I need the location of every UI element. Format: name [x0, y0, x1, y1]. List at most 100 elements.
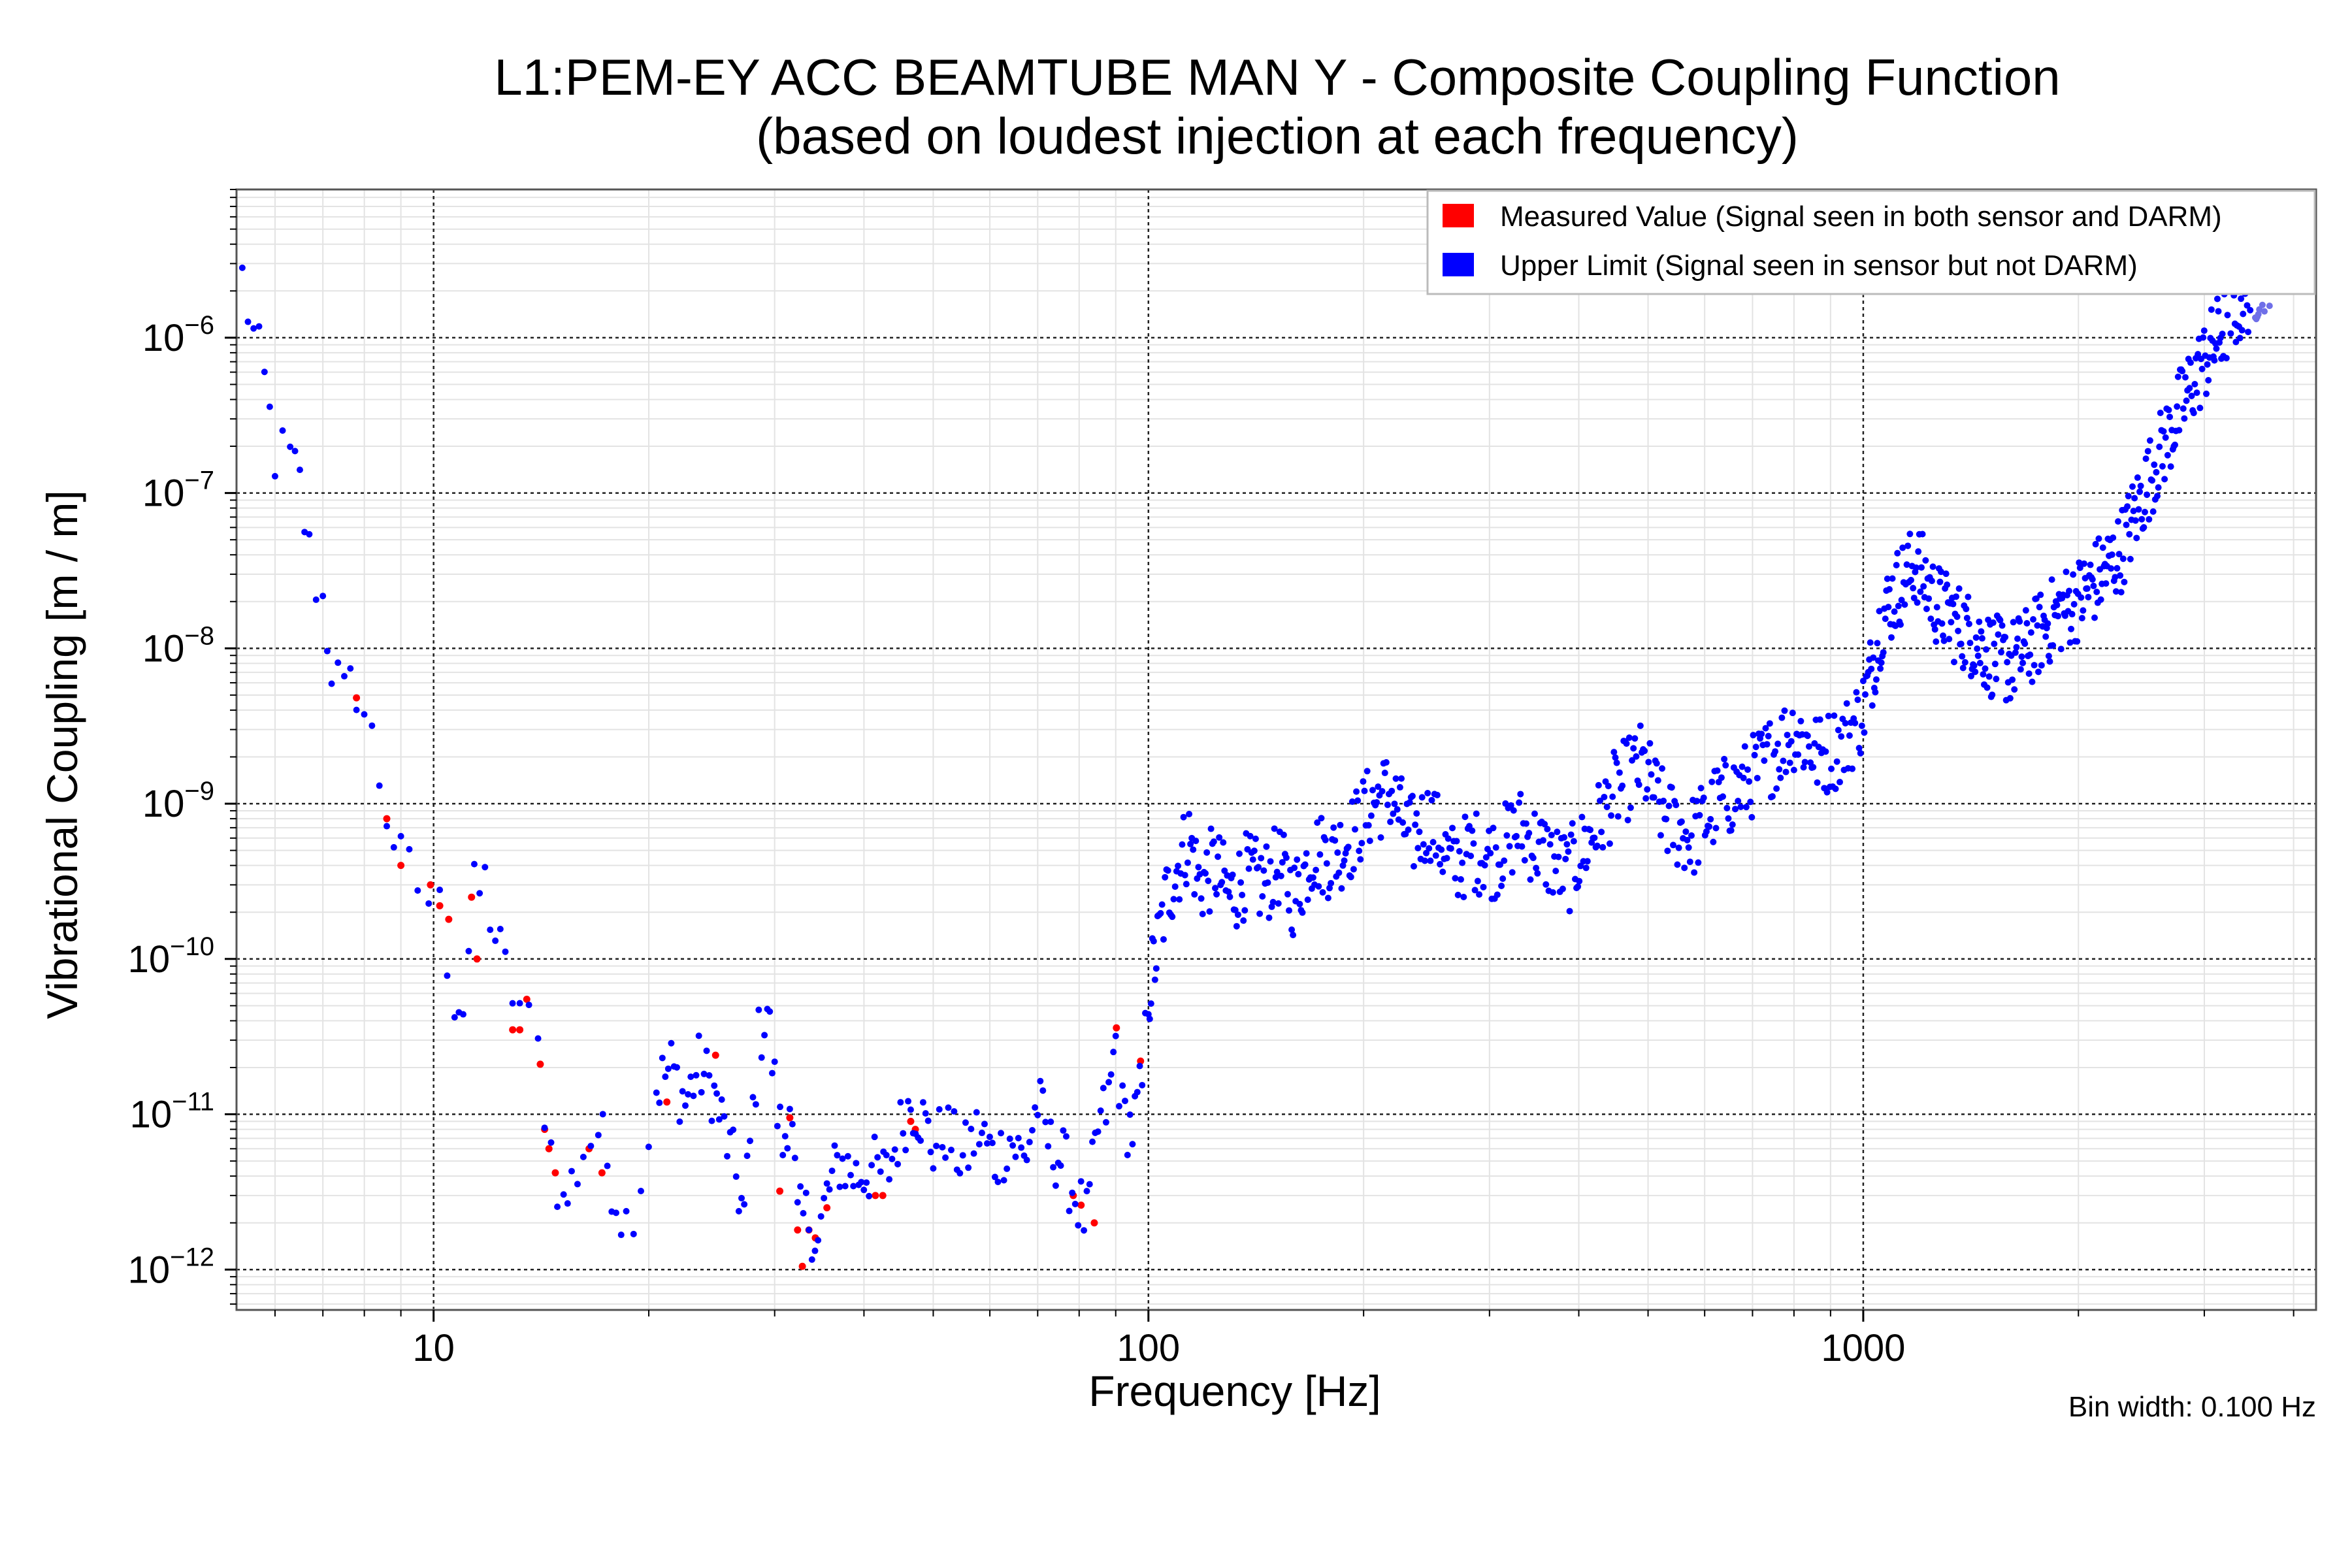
- upper-limit-point: [436, 887, 444, 894]
- upper-limit-point: [1739, 763, 1746, 770]
- upper-limit-point: [2142, 455, 2149, 463]
- upper-limit-point: [1235, 850, 1243, 857]
- upper-limit-point: [2083, 585, 2091, 592]
- upper-limit-point: [376, 782, 383, 789]
- upper-limit-point: [1644, 786, 1651, 793]
- upper-limit-point: [1774, 740, 1782, 747]
- upper-limit-point: [1861, 729, 1868, 736]
- upper-limit-point: [2227, 330, 2234, 337]
- upper-limit-point: [1706, 823, 1713, 830]
- upper-limit-point: [1506, 843, 1513, 850]
- upper-limit-point: [1657, 832, 1664, 839]
- upper-limit-point: [1471, 887, 1478, 894]
- upper-limit-point: [2213, 345, 2220, 352]
- measured-point: [397, 862, 405, 870]
- upper-limit-point: [991, 1173, 998, 1181]
- upper-limit-point: [2191, 381, 2198, 388]
- upper-limit-point: [841, 1183, 849, 1190]
- upper-limit-point: [1416, 828, 1423, 836]
- upper-limit-point: [1897, 621, 1904, 629]
- upper-limit-point: [998, 1130, 1005, 1137]
- upper-limit-point: [1906, 531, 1914, 538]
- upper-limit-point: [244, 318, 252, 325]
- upper-limit-point: [1205, 877, 1212, 885]
- upper-limit-point: [823, 1180, 830, 1187]
- upper-limit-point: [2087, 561, 2094, 568]
- upper-limit-point: [1384, 801, 1391, 808]
- upper-limit-point: [1918, 564, 1925, 571]
- upper-limit-point: [1575, 883, 1582, 890]
- upper-limit-point: [1963, 606, 1970, 613]
- upper-limit-point: [2176, 427, 2183, 434]
- upper-limit-point: [1360, 778, 1367, 785]
- upper-limit-point: [1548, 832, 1555, 839]
- upper-limit-point: [1052, 1182, 1059, 1189]
- upper-limit-point: [1023, 1156, 1030, 1164]
- upper-limit-point: [1610, 749, 1618, 756]
- upper-limit-point: [983, 1140, 990, 1147]
- upper-limit-point: [897, 1099, 904, 1106]
- upper-limit-point: [891, 1146, 898, 1153]
- upper-limit-point: [630, 1230, 637, 1237]
- upper-limit-point: [1729, 821, 1736, 828]
- upper-limit-point: [1280, 831, 1287, 838]
- upper-limit-point: [1366, 838, 1373, 845]
- upper-limit-point: [340, 673, 348, 680]
- upper-limit-point: [1285, 907, 1292, 914]
- upper-limit-point: [1354, 797, 1362, 804]
- upper-limit-point: [1134, 1088, 1141, 1096]
- upper-limit-point: [1396, 784, 1403, 791]
- upper-limit-point: [1323, 860, 1330, 867]
- upper-limit-point: [1931, 626, 1938, 633]
- upper-limit-point: [1659, 765, 1666, 772]
- upper-limit-point: [1967, 640, 1974, 647]
- upper-limit-point: [1950, 659, 1957, 666]
- upper-limit-point: [1605, 783, 1612, 790]
- upper-limit-point: [1700, 794, 1707, 802]
- upper-limit-point: [425, 900, 433, 907]
- upper-limit-point: [1250, 847, 1258, 855]
- upper-limit-point: [2091, 614, 2099, 621]
- upper-limit-point: [1288, 926, 1296, 934]
- upper-limit-point: [1776, 766, 1783, 773]
- axes-layer: 10 100 1000 10−6 10−7 10−8 10−9 10−10 10−11 10−12: [128, 188, 2317, 1369]
- upper-limit-point: [2068, 611, 2076, 618]
- upper-limit-point: [1094, 1128, 1102, 1135]
- upper-limit-point: [2036, 604, 2043, 611]
- upper-limit-point: [664, 1065, 672, 1072]
- upper-limit-point: [1060, 1127, 1067, 1134]
- upper-limit-point: [2141, 508, 2148, 515]
- upper-limit-point: [595, 1132, 602, 1139]
- upper-limit-point: [2070, 571, 2077, 578]
- upper-limit-point: [2076, 564, 2083, 572]
- upper-limit-point: [1584, 858, 1591, 865]
- upper-limit-point: [1732, 806, 1739, 813]
- upper-limit-point: [1623, 740, 1630, 747]
- upper-limit-point: [1543, 881, 1550, 888]
- upper-limit-point: [1494, 891, 1501, 898]
- upper-limit-point: [1928, 578, 1935, 585]
- upper-limit-point: [2092, 540, 2099, 547]
- upper-limit-point: [323, 647, 331, 655]
- upper-limit-point: [653, 1089, 660, 1096]
- upper-limit-point: [902, 1147, 909, 1154]
- upper-limit-point: [1563, 841, 1571, 848]
- upper-limit-point: [1309, 874, 1316, 881]
- upper-limit-point: [1512, 832, 1520, 840]
- upper-limit-point: [741, 1201, 748, 1208]
- upper-limit-point: [2136, 488, 2144, 495]
- upper-limit-point: [668, 1039, 675, 1047]
- upper-limit-point: [568, 1168, 575, 1175]
- upper-limit-point: [2035, 668, 2042, 676]
- upper-limit-point: [1606, 840, 1613, 847]
- upper-limit-point: [1708, 778, 1716, 785]
- upper-limit-point: [2076, 559, 2083, 566]
- upper-limit-point: [749, 1094, 757, 1101]
- upper-limit-point: [1004, 1165, 1011, 1172]
- upper-limit-point: [1989, 691, 1996, 698]
- upper-limit-point: [1456, 847, 1463, 855]
- upper-limit-point: [1267, 858, 1274, 865]
- measured-point: [798, 1262, 806, 1270]
- upper-limit-point: [1480, 883, 1487, 890]
- upper-limit-point: [965, 1164, 972, 1171]
